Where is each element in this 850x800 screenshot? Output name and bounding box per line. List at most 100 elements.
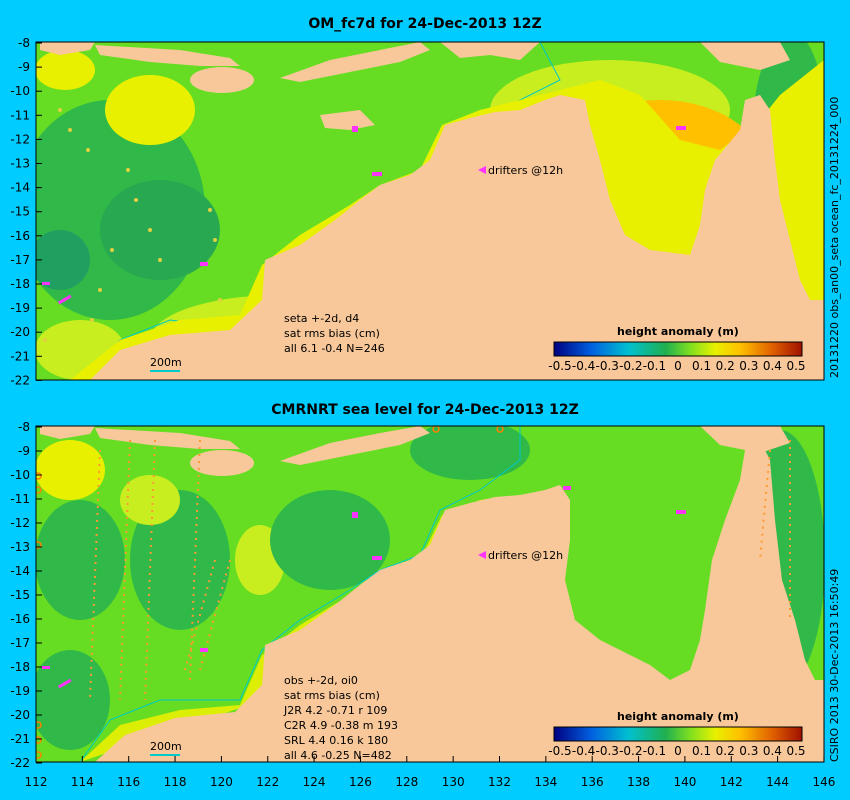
top-y-tick-label: -21 <box>10 349 30 363</box>
bottom-y-tick-label: -21 <box>10 732 30 746</box>
x-tick-label: 126 <box>349 775 372 789</box>
bottom-colorbar-tick-label: -0.3 <box>595 744 618 758</box>
x-tick-label: 134 <box>534 775 557 789</box>
bottom-timor-island <box>280 426 430 465</box>
top-colorbar-tick-label: 0.1 <box>692 359 711 373</box>
top-colorbar-ticks: -0.5 -0.4 -0.3 -0.2 -0.1 0 0.1 0.2 0.3 0.4 0.5 <box>548 359 805 373</box>
bottom-y-tick-label: -20 <box>10 708 30 722</box>
top-colorbar-tick-label: -0.2 <box>619 359 642 373</box>
bottom-y-tick-label: -13 <box>10 540 30 554</box>
top-y-tick-label: -16 <box>10 229 30 243</box>
bottom-high-anomaly-west <box>36 440 105 500</box>
x-tick-label: 136 <box>581 775 604 789</box>
top-y-tick-label: -22 <box>10 373 30 387</box>
top-y-tick-label: -14 <box>10 181 30 195</box>
bottom-y-tick-label: -16 <box>10 612 30 626</box>
bottom-200m-isobath <box>36 426 521 762</box>
top-scale-label: 200m <box>150 356 182 369</box>
bottom-australia-land <box>95 440 824 762</box>
top-y-tick-label: -9 <box>18 60 30 74</box>
bottom-colorbar-tick-label: -0.1 <box>643 744 666 758</box>
top-y-tick-label: -8 <box>18 36 30 50</box>
x-tick-label: 130 <box>442 775 465 789</box>
bottom-drifter-markers <box>42 486 686 689</box>
top-colorbar-tick-label: 0 <box>674 359 682 373</box>
top-colorbar-title: height anomaly (m) <box>617 325 739 338</box>
x-tick-label: 142 <box>720 775 743 789</box>
bottom-colorbar-tick-label: -0.2 <box>619 744 642 758</box>
bottom-satellite-tracks <box>89 439 791 701</box>
x-tick-label: 146 <box>812 775 835 789</box>
top-timor-island <box>280 42 430 82</box>
bottom-y-tick-label: -19 <box>10 684 30 698</box>
bottom-map-title: CMRNRT sea level for 24-Dec-2013 12Z <box>271 402 579 418</box>
top-colorbar-tick-label: -0.5 <box>548 359 571 373</box>
bottom-colorbar-tick-label: 0.5 <box>786 744 805 758</box>
bottom-stats-line-1: sat rms bias (cm) <box>284 689 380 702</box>
bottom-drifter-legend-icon <box>478 551 486 559</box>
top-map-plot: 200m drifters @12h seta +-2d, d4 sat rms… <box>10 36 825 387</box>
top-australia-land <box>90 95 824 380</box>
bottom-colorbar-tick-label: 0.2 <box>716 744 735 758</box>
top-java-island <box>40 42 95 55</box>
top-colorbar-tick-label: -0.3 <box>595 359 618 373</box>
bottom-y-tick-label: -8 <box>18 420 30 434</box>
x-tick-label: 132 <box>488 775 511 789</box>
top-new-guinea-land <box>700 42 790 70</box>
x-tick-label: 124 <box>303 775 326 789</box>
top-y-tick-label: -15 <box>10 205 30 219</box>
bottom-sumba-island <box>190 450 254 476</box>
bottom-new-guinea-land <box>700 426 790 453</box>
x-tick-label: 140 <box>673 775 696 789</box>
x-tick-label: 118 <box>164 775 187 789</box>
x-axis: 112 114 116 118 120 122 124 126 128 130 132 134 136 1… <box>25 756 835 789</box>
bottom-colorbar-ticks: -0.5 -0.4 -0.3 -0.2 -0.1 0 0.1 0.2 0.3 0.4 0.5 <box>548 744 805 758</box>
bottom-scale-label: 200m <box>150 740 182 753</box>
bottom-y-tick-label: -15 <box>10 588 30 602</box>
bottom-colorbar <box>553 726 803 742</box>
top-colorbar-tick-label: 0.2 <box>716 359 735 373</box>
top-colorbar <box>553 341 803 357</box>
top-drifters-label: drifters @12h <box>488 164 563 177</box>
x-tick-label: 138 <box>627 775 650 789</box>
top-stats-line-2: all 6.1 -0.4 N=246 <box>284 342 385 355</box>
bottom-colorbar-tick-label: -0.5 <box>548 744 571 758</box>
bottom-y-tick-label: -9 <box>18 444 30 458</box>
bottom-y-tick-label: -18 <box>10 660 30 674</box>
top-y-tick-label: -13 <box>10 157 30 171</box>
top-high-anomaly-west <box>105 75 195 145</box>
bottom-y-tick-label: -14 <box>10 564 30 578</box>
top-y-tick-label: -11 <box>10 108 30 122</box>
bottom-y-tick-label: -11 <box>10 492 30 506</box>
bottom-coastal-obs-markers <box>36 426 504 759</box>
bottom-y-tick-label: -12 <box>10 516 30 530</box>
top-y-tick-label: -17 <box>10 253 30 267</box>
bottom-y-tick-label: -17 <box>10 636 30 650</box>
bottom-colorbar-tick-label: 0.4 <box>763 744 782 758</box>
top-y-tick-label: -18 <box>10 277 30 291</box>
top-y-tick-label: -20 <box>10 325 30 339</box>
bottom-y-tick-label: -22 <box>10 756 30 770</box>
bottom-stats-line-0: obs +-2d, oi0 <box>284 674 358 687</box>
top-sumba-island <box>190 67 254 93</box>
bottom-colorbar-tick-label: 0 <box>674 744 682 758</box>
bottom-stats-line-2: J2R 4.2 -0.71 r 109 <box>283 704 387 717</box>
x-tick-label: 120 <box>210 775 233 789</box>
bottom-stats-line-5: all 4.6 -0.25 N=482 <box>284 749 392 762</box>
top-drifter-legend-icon <box>478 166 486 174</box>
top-obs-markers <box>43 108 222 342</box>
x-tick-label: 144 <box>766 775 789 789</box>
bottom-stats-line-4: SRL 4.4 0.16 k 180 <box>284 734 388 747</box>
x-tick-label: 116 <box>117 775 140 789</box>
bottom-drifters-label: drifters @12h <box>488 549 563 562</box>
bottom-colorbar-tick-label: 0.1 <box>692 744 711 758</box>
top-y-tick-label: -10 <box>10 84 30 98</box>
top-colorbar-tick-label: 0.5 <box>786 359 805 373</box>
x-tick-label: 112 <box>25 775 48 789</box>
x-tick-label: 122 <box>256 775 279 789</box>
x-tick-label: 128 <box>395 775 418 789</box>
bottom-low-anomaly-west <box>36 500 125 620</box>
bottom-colorbar-title: height anomaly (m) <box>617 710 739 723</box>
top-colorbar-tick-label: 0.4 <box>763 359 782 373</box>
